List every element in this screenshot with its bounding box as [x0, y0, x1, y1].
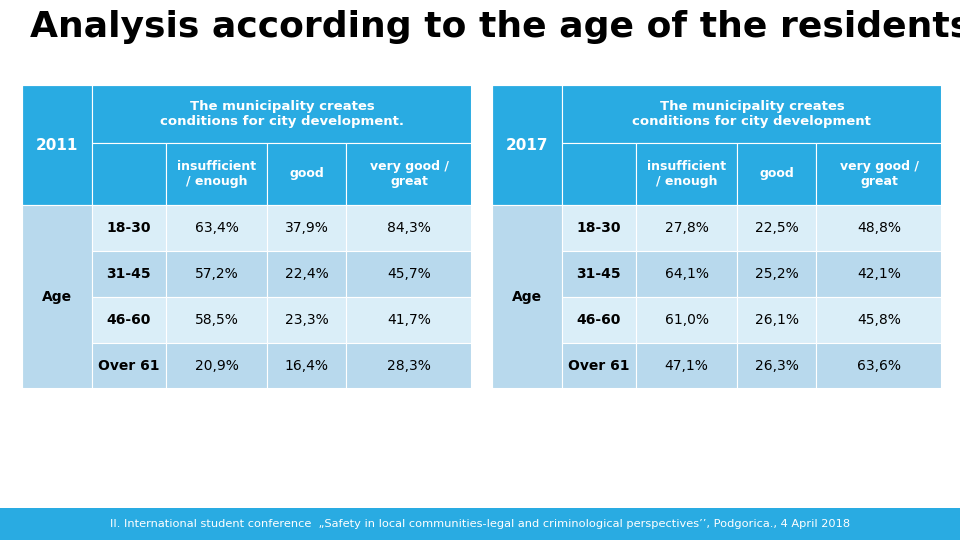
Text: 64,1%: 64,1%	[664, 267, 708, 281]
Bar	[562, 297, 636, 343]
Text: good: good	[289, 167, 324, 180]
Bar	[267, 343, 346, 389]
Text: 26,1%: 26,1%	[755, 313, 799, 327]
Bar	[166, 143, 267, 205]
Text: 28,3%: 28,3%	[387, 359, 431, 373]
Bar	[636, 205, 737, 251]
Bar	[166, 251, 267, 297]
Text: very good /
great: very good / great	[839, 160, 919, 188]
Bar	[737, 205, 816, 251]
Bar	[92, 297, 166, 343]
Text: 47,1%: 47,1%	[664, 359, 708, 373]
Bar	[562, 143, 636, 205]
Text: 31-45: 31-45	[107, 267, 151, 281]
Text: 48,8%: 48,8%	[857, 221, 901, 235]
Bar	[562, 205, 636, 251]
Bar	[636, 297, 737, 343]
Bar	[92, 205, 166, 251]
Text: 16,4%: 16,4%	[284, 359, 328, 373]
Bar	[267, 297, 346, 343]
Bar	[346, 205, 472, 251]
Text: insufficient
/ enough: insufficient / enough	[177, 160, 256, 188]
Text: 45,7%: 45,7%	[387, 267, 431, 281]
Bar	[92, 251, 166, 297]
Text: Analysis according to the age of the residents: Analysis according to the age of the res…	[30, 10, 960, 44]
Bar	[816, 297, 942, 343]
Bar	[346, 143, 472, 205]
Bar	[166, 297, 267, 343]
Text: 27,8%: 27,8%	[664, 221, 708, 235]
Text: 22,4%: 22,4%	[285, 267, 328, 281]
Bar	[22, 85, 472, 389]
Bar	[492, 85, 942, 389]
Text: very good /
great: very good / great	[370, 160, 448, 188]
Bar	[636, 343, 737, 389]
Bar	[0, 508, 960, 540]
Text: The municipality creates
conditions for city development.: The municipality creates conditions for …	[160, 100, 404, 128]
Text: 22,5%: 22,5%	[755, 221, 799, 235]
Bar	[737, 143, 816, 205]
Text: 37,9%: 37,9%	[285, 221, 328, 235]
Bar	[816, 343, 942, 389]
Text: 2017: 2017	[506, 138, 548, 152]
Bar	[562, 85, 942, 143]
Bar	[816, 143, 942, 205]
Text: 41,7%: 41,7%	[387, 313, 431, 327]
Text: 23,3%: 23,3%	[285, 313, 328, 327]
Bar	[267, 251, 346, 297]
Bar	[166, 205, 267, 251]
Text: 31-45: 31-45	[577, 267, 621, 281]
Text: 18-30: 18-30	[577, 221, 621, 235]
Bar	[346, 343, 472, 389]
Bar	[267, 205, 346, 251]
Text: Over 61: Over 61	[568, 359, 630, 373]
Text: 58,5%: 58,5%	[195, 313, 239, 327]
Bar	[562, 343, 636, 389]
Bar	[166, 343, 267, 389]
Bar	[737, 343, 816, 389]
Text: 57,2%: 57,2%	[195, 267, 238, 281]
Text: 46-60: 46-60	[577, 313, 621, 327]
Bar	[92, 143, 166, 205]
Text: good: good	[759, 167, 794, 180]
Text: 45,8%: 45,8%	[857, 313, 900, 327]
Bar	[636, 143, 737, 205]
Text: The municipality creates
conditions for city development: The municipality creates conditions for …	[633, 100, 872, 128]
Text: 63,6%: 63,6%	[857, 359, 901, 373]
Text: 63,4%: 63,4%	[195, 221, 239, 235]
Text: Over 61: Over 61	[98, 359, 159, 373]
Bar	[636, 251, 737, 297]
Bar	[816, 205, 942, 251]
Text: Age: Age	[42, 290, 72, 304]
Text: 2011: 2011	[36, 138, 78, 152]
Text: insufficient
/ enough: insufficient / enough	[647, 160, 726, 188]
Bar	[492, 85, 562, 205]
Bar	[22, 85, 92, 205]
Text: 20,9%: 20,9%	[195, 359, 239, 373]
Text: 25,2%: 25,2%	[755, 267, 799, 281]
Bar	[346, 251, 472, 297]
Bar	[492, 205, 562, 389]
Text: 46-60: 46-60	[107, 313, 151, 327]
Bar	[816, 251, 942, 297]
Text: 26,3%: 26,3%	[755, 359, 799, 373]
Bar	[737, 251, 816, 297]
Text: Age: Age	[512, 290, 542, 304]
Text: II. International student conference  „Safety in local communities-legal and cri: II. International student conference „Sa…	[110, 519, 850, 529]
Bar	[22, 205, 92, 389]
Bar	[267, 143, 346, 205]
Bar	[346, 297, 472, 343]
Text: 84,3%: 84,3%	[387, 221, 431, 235]
Text: 42,1%: 42,1%	[857, 267, 900, 281]
Bar	[92, 343, 166, 389]
Bar	[92, 85, 472, 143]
Bar	[737, 297, 816, 343]
Text: 18-30: 18-30	[107, 221, 151, 235]
Text: 61,0%: 61,0%	[664, 313, 708, 327]
Bar	[562, 251, 636, 297]
